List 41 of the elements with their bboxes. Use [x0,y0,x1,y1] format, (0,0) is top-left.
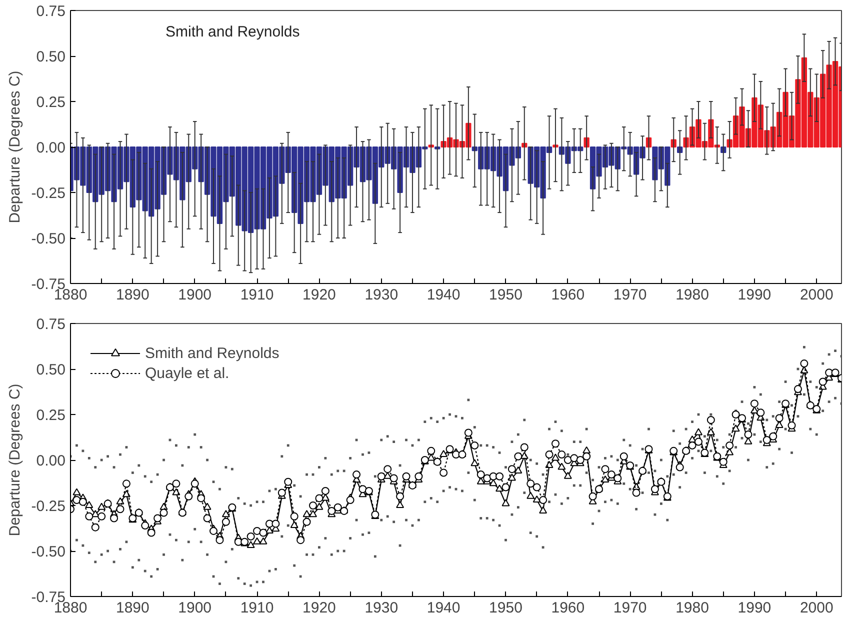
legend-label: Quayle et al. [145,364,230,382]
x-tick-label: 2000 [800,286,834,304]
x-tick-label: 1930 [364,600,398,616]
x-tick-label: 1900 [178,600,212,616]
x-tick-label: 1930 [364,286,398,304]
y-tick-label: 0.50 [36,362,66,378]
x-tick-label: 1970 [613,600,647,616]
x-tick-label: 1890 [116,600,150,616]
x-tick-label: 1990 [738,286,772,304]
legend-label: Smith and Reynolds [145,344,280,362]
x-tick-label: 1900 [178,286,212,304]
x-tick-label: 2000 [800,600,834,616]
x-tick-label: 1910 [240,286,274,304]
y-tick-label: 0.75 [36,3,66,20]
y-tick-label: 0.25 [36,94,66,111]
y-tick-label: 0.00 [36,140,66,156]
y-tick-label: 0.75 [36,316,66,333]
x-tick-label: 1960 [551,286,585,304]
y-tick-label: -0.25 [31,498,66,515]
y-tick-label: -0.50 [31,544,66,560]
x-tick-label: 1920 [302,286,336,304]
x-tick-label: 1920 [302,600,336,616]
x-tick-label: 1950 [489,600,522,616]
y-tick-label: 0.25 [36,407,66,424]
x-tick-label: 1970 [613,286,647,304]
x-tick-label: 1890 [116,286,150,304]
y-tick-label: -0.25 [31,185,66,202]
y-tick-label: 0.00 [36,452,66,470]
x-tick-label: 1980 [676,600,709,616]
y-axis-title: Departure (Degrees C) [6,70,24,224]
y-tick-label: -0.50 [31,230,66,248]
x-tick-label: 1910 [240,600,274,616]
annotation: Smith and Reynolds [166,24,300,40]
x-tick-label: 1940 [426,600,460,616]
x-tick-label: 1950 [489,286,522,304]
x-tick-label: 1940 [426,286,460,304]
x-tick-label: 1980 [676,286,709,304]
x-tick-label: 1990 [738,600,772,616]
y-tick-label: 0.50 [36,48,66,66]
x-tick-label: 1960 [551,600,585,616]
y-axis-title: Departure (Degrees C) [6,384,24,536]
